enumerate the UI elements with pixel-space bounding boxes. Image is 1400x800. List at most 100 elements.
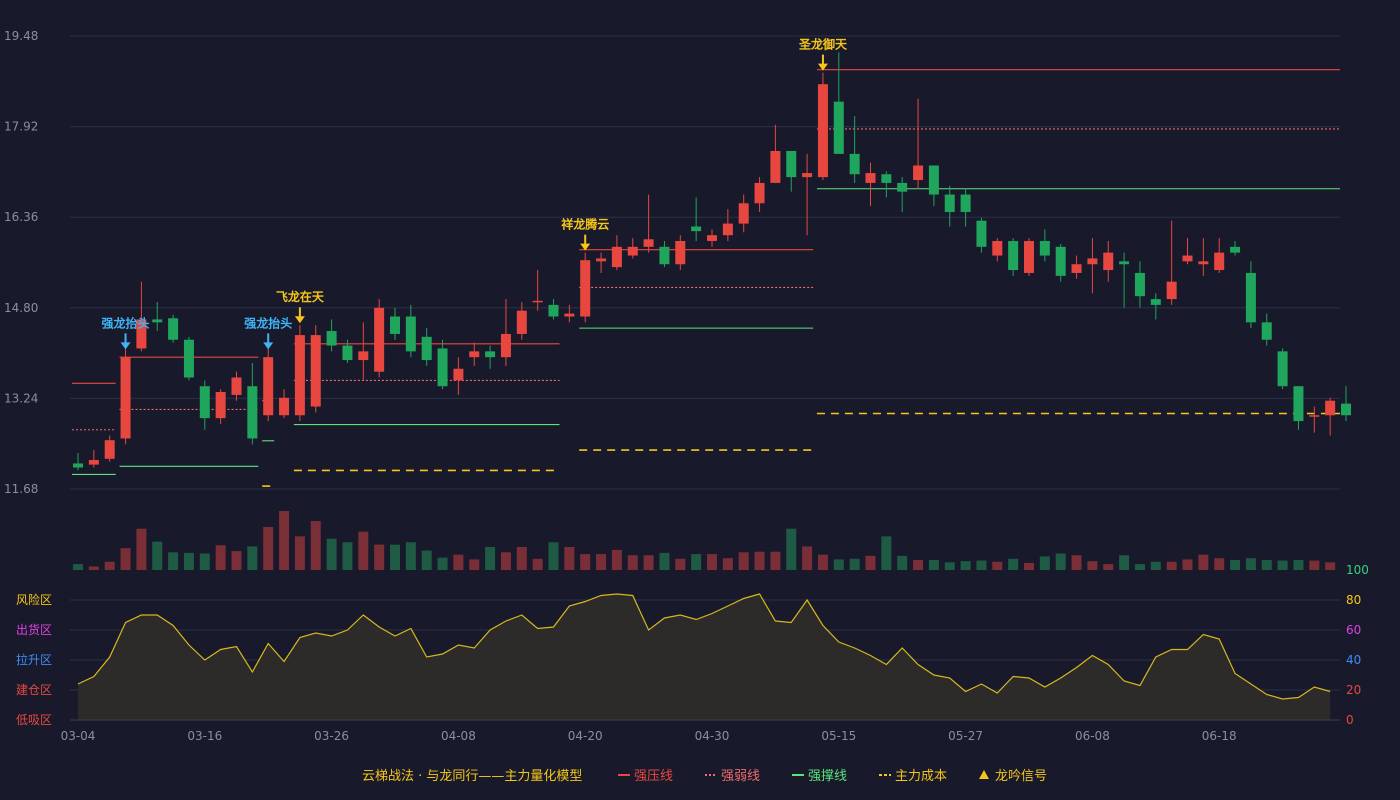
candle bbox=[469, 342, 480, 366]
volume-bar bbox=[1293, 559, 1304, 570]
volume-bar bbox=[1103, 564, 1114, 570]
volume-bar bbox=[865, 555, 876, 570]
volume-bar bbox=[659, 552, 670, 570]
volume-bar bbox=[1230, 559, 1241, 570]
signal-arrow-head bbox=[817, 63, 828, 71]
volume-bar bbox=[913, 559, 924, 570]
candle-body bbox=[421, 336, 432, 361]
volume-bar bbox=[1214, 558, 1225, 570]
candle bbox=[849, 116, 860, 183]
candle-body bbox=[659, 246, 670, 265]
volume-bar bbox=[405, 542, 416, 570]
date-tick-label: 04-20 bbox=[568, 729, 603, 743]
date-tick-label: 03-16 bbox=[187, 729, 222, 743]
candle bbox=[1230, 241, 1241, 256]
candle bbox=[596, 252, 607, 273]
candle bbox=[770, 124, 781, 183]
candle-body bbox=[1182, 255, 1193, 262]
candle bbox=[865, 162, 876, 207]
candle bbox=[1166, 220, 1177, 305]
candle-body bbox=[374, 307, 385, 372]
candle bbox=[532, 270, 543, 311]
candle bbox=[1293, 386, 1304, 430]
signal-marker: 强龙抬头 bbox=[102, 315, 150, 350]
candle bbox=[390, 307, 400, 340]
osc-tick-label: 60 bbox=[1346, 623, 1361, 637]
volume-bar bbox=[786, 528, 797, 570]
volume-bar bbox=[1119, 555, 1130, 570]
candle-body bbox=[897, 182, 908, 192]
candle bbox=[833, 52, 844, 154]
candle-body bbox=[928, 165, 939, 195]
candle-body bbox=[1198, 261, 1209, 265]
candle-body bbox=[199, 386, 210, 419]
candle-body bbox=[754, 182, 765, 204]
candle-body bbox=[786, 150, 797, 178]
candle bbox=[247, 362, 258, 445]
candle-body bbox=[865, 173, 876, 183]
signal-arrow-head bbox=[294, 316, 305, 324]
legend-label: 龙吟信号 bbox=[995, 768, 1047, 784]
candle-body bbox=[627, 246, 638, 256]
price-tick-label: 14.80 bbox=[4, 301, 38, 315]
volume-bar bbox=[1024, 562, 1034, 570]
candle bbox=[88, 450, 99, 468]
signal-label: 圣龙御天 bbox=[798, 37, 848, 52]
legend-label: 主力成本 bbox=[895, 769, 947, 784]
volume-bar bbox=[1150, 561, 1161, 570]
volume-bar bbox=[897, 555, 908, 570]
candle bbox=[104, 435, 115, 462]
candle bbox=[1150, 293, 1161, 320]
legend: 云梯战法 · 与龙同行——主力量化模型 强压线 强弱线 强撑线 主力成本 龙吟信号 bbox=[362, 768, 1047, 784]
candle-body bbox=[326, 331, 337, 346]
candle bbox=[659, 241, 670, 268]
candle-body bbox=[738, 203, 749, 224]
candle-body bbox=[960, 194, 971, 212]
volume-bar bbox=[453, 554, 464, 570]
candle-body bbox=[691, 226, 702, 232]
volume-bar bbox=[73, 564, 83, 570]
candle bbox=[627, 238, 638, 259]
volume-bar bbox=[485, 546, 496, 570]
candle-body bbox=[596, 258, 607, 262]
candle-body bbox=[1055, 246, 1066, 276]
volume-bar bbox=[833, 559, 844, 570]
date-tick-label: 03-04 bbox=[61, 729, 96, 743]
volume-bar bbox=[183, 552, 194, 570]
date-tick-label: 04-30 bbox=[695, 729, 730, 743]
signal-marker: 飞龙在天 bbox=[276, 289, 325, 324]
candle bbox=[1341, 386, 1351, 422]
candle-body bbox=[1245, 272, 1256, 323]
candle-body bbox=[944, 194, 955, 212]
candle bbox=[342, 339, 353, 363]
candle bbox=[263, 348, 274, 422]
candle-body bbox=[294, 335, 305, 416]
candle-body bbox=[1230, 246, 1241, 253]
osc-tick-label: 0 bbox=[1346, 713, 1354, 727]
candle bbox=[73, 452, 83, 471]
candle-body bbox=[390, 316, 400, 334]
volume-bar bbox=[516, 546, 527, 570]
candle bbox=[168, 314, 179, 343]
volume-bar bbox=[611, 549, 622, 570]
candle bbox=[1214, 238, 1225, 273]
candle bbox=[453, 357, 464, 395]
volume-bar bbox=[215, 545, 226, 570]
candle bbox=[405, 304, 416, 358]
candle-body bbox=[152, 319, 163, 323]
osc-zone-label: 出货区 bbox=[16, 622, 52, 637]
candles bbox=[73, 52, 1351, 471]
candle-body bbox=[849, 153, 860, 175]
volume-bar bbox=[548, 542, 559, 570]
osc-line bbox=[77, 593, 1331, 700]
candle-body bbox=[817, 84, 828, 178]
candle bbox=[1309, 406, 1320, 433]
price-tick-label: 11.68 bbox=[4, 482, 38, 496]
candle bbox=[1024, 238, 1034, 276]
candle bbox=[738, 194, 749, 233]
candle-body bbox=[247, 386, 258, 439]
date-tick-label: 05-27 bbox=[948, 729, 983, 743]
candle-body bbox=[358, 351, 369, 361]
volume-bar bbox=[231, 551, 242, 570]
candle bbox=[294, 325, 305, 422]
